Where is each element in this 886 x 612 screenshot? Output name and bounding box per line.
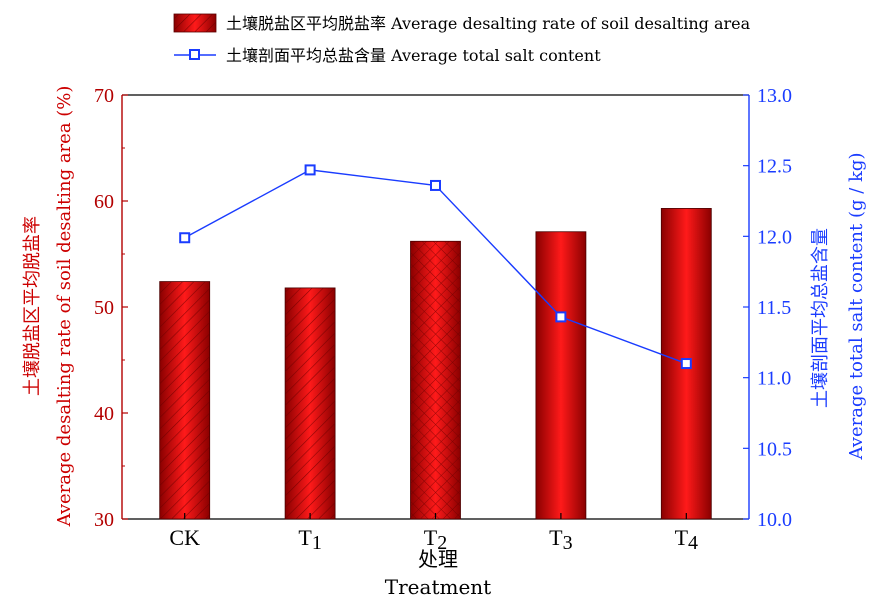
left-tick-label-3: 60 bbox=[94, 191, 114, 213]
left-tick-label-0: 30 bbox=[94, 509, 114, 531]
legend: 土壤脱盐区平均脱盐率 Average desalting rate of soi… bbox=[173, 13, 751, 65]
bar-0-pattern bbox=[159, 281, 210, 519]
left-tick-label-4: 70 bbox=[94, 85, 114, 107]
x-tick-label-2: T2 bbox=[424, 525, 447, 554]
x-tick-label-1: T1 bbox=[298, 525, 321, 554]
x-tick-label-0: CK bbox=[169, 525, 200, 550]
legend-line-marker bbox=[189, 49, 200, 60]
left-axis-title-en: Average desalting rate of soil desalting… bbox=[54, 86, 75, 528]
salt-point-1 bbox=[304, 164, 316, 176]
right-tick-label-2: 11.0 bbox=[757, 368, 791, 390]
salt-point-4 bbox=[680, 358, 692, 370]
axis-ticks: 30 40 50 60 70 10.0 10.5 11.0 11.5 12.0 12.5 13.0 CK… bbox=[94, 85, 792, 554]
left-tick-label-1: 40 bbox=[94, 403, 114, 425]
right-axis-title-cn: 土壤剖面平均总盐含量 bbox=[810, 228, 831, 408]
x-tick-label-3: T3 bbox=[549, 525, 572, 554]
bar-1-pattern bbox=[285, 287, 336, 519]
right-tick-label-5: 12.5 bbox=[757, 156, 792, 178]
right-axis-title-en: Average total salt content (g / kg) bbox=[846, 153, 867, 461]
bar-2-pattern bbox=[410, 241, 461, 519]
right-tick-label-0: 10.0 bbox=[757, 509, 792, 531]
left-tick-label-2: 50 bbox=[94, 297, 114, 319]
left-axis-title: 土壤脱盐区平均脱盐率 Average desalting rate of soi… bbox=[22, 86, 75, 528]
right-tick-label-6: 13.0 bbox=[757, 85, 792, 107]
salt-point-2 bbox=[430, 179, 441, 191]
x-axis-title-cn: 处理 bbox=[418, 547, 458, 571]
right-tick-label-4: 12.0 bbox=[757, 226, 792, 248]
x-tick-label-4: T4 bbox=[675, 525, 698, 554]
x-axis-title-en: Treatment bbox=[385, 575, 491, 599]
line-series bbox=[179, 164, 692, 370]
right-tick-label-1: 10.5 bbox=[757, 438, 792, 460]
right-tick-label-3: 11.5 bbox=[757, 297, 791, 319]
bar-3 bbox=[535, 231, 587, 520]
x-axis-title: 处理 Treatment bbox=[385, 547, 491, 599]
legend-bar-label: 土壤脱盐区平均脱盐率 Average desalting rate of soi… bbox=[226, 14, 751, 33]
right-axis-title: 土壤剖面平均总盐含量 Average total salt content (g… bbox=[810, 153, 867, 461]
salt-point-3 bbox=[555, 311, 567, 323]
bar-series bbox=[159, 208, 712, 520]
legend-line-label: 土壤剖面平均总盐含量 Average total salt content bbox=[226, 46, 601, 65]
left-axis-title-cn: 土壤脱盐区平均脱盐率 bbox=[22, 216, 43, 396]
salt-point-0 bbox=[179, 232, 191, 244]
